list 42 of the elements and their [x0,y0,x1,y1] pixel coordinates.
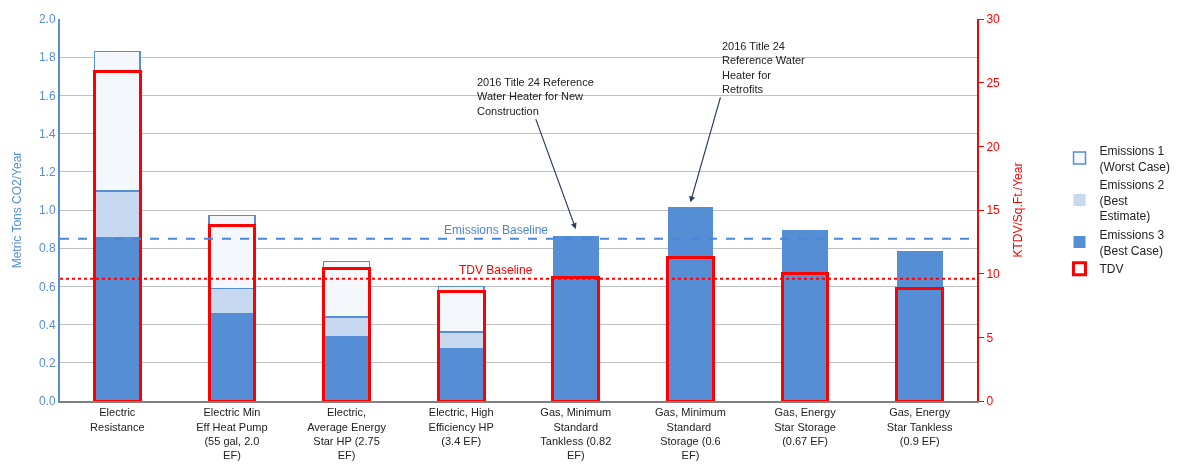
x-tick-label: Electric, Average Energy Star HP (2.75 EF) [307,406,387,462]
y-tick-label: 1.0 [38,203,56,218]
y-tick-label: 1.6 [38,88,56,103]
y-tick-label: 0.4 [38,317,56,332]
y-tick-label: 1.4 [38,126,56,141]
y-tick-label: 0.6 [38,279,56,294]
x-tick-label: Gas, Minimum Standard Tankless (0.82 EF) [540,406,612,462]
x-tick-label: Gas, Energy Star Tankless (0.9 EF) [886,406,954,447]
y-tick-label: 0.2 [38,356,56,370]
legend-label: TDV [1099,262,1124,277]
y-tick-label: 2.0 [38,12,56,27]
y-tick-label: 1.8 [38,50,56,65]
y2-tick-label: 5 [986,330,994,345]
ref-line-label: Emissions Baseline [444,223,549,237]
y2-tick-label: 15 [986,203,1001,218]
y2-tick-label: 30 [986,12,1001,27]
x-tick-label: Gas, Energy Star Storage (0.67 EF) [774,406,837,447]
bar [438,332,485,348]
x-tick-label: Electric Min Eff Heat Pump (55 gal, 2.0 EF) [196,406,268,462]
ref-line-label: TDV Baseline [459,263,533,277]
y2-tick-label: 0 [986,394,994,409]
legend-label: Emissions 1 (Worst Case) [1099,143,1170,174]
bar [896,252,943,401]
y2-axis-title: KTDV/Sq.Ft./Year [1011,162,1026,258]
legend-label: Emissions 3 (Best Case) [1099,227,1165,258]
bar [438,347,485,401]
y-axis-title: Metric Tons CO2/Year [9,151,24,269]
legend-label: Emissions 2 (Best Estimate) [1099,178,1165,224]
annotation: 2016 Title 24 Reference Water Heater for Retrofits [722,40,806,95]
x-tick-label: Gas, Minimum Standard Storage (0.6 EF) [654,406,726,462]
y-tick-label: 0.8 [38,241,56,256]
y-tick-label: 1.2 [38,165,56,179]
y2-tick-label: 25 [986,75,1001,90]
y-tick-label: 0.0 [38,394,56,409]
x-tick-label: Electric, High Efficiency HP (3.4 EF) [428,406,494,447]
y2-tick-label: 20 [986,139,1001,154]
x-tick-label: Electric Resistance [90,406,145,433]
y2-tick-label: 10 [986,266,1001,281]
bar [323,336,370,401]
bar [94,190,141,237]
bar [93,50,141,192]
annotation: 2016 Title 24 Reference Water Heater for New Construction [477,76,594,117]
